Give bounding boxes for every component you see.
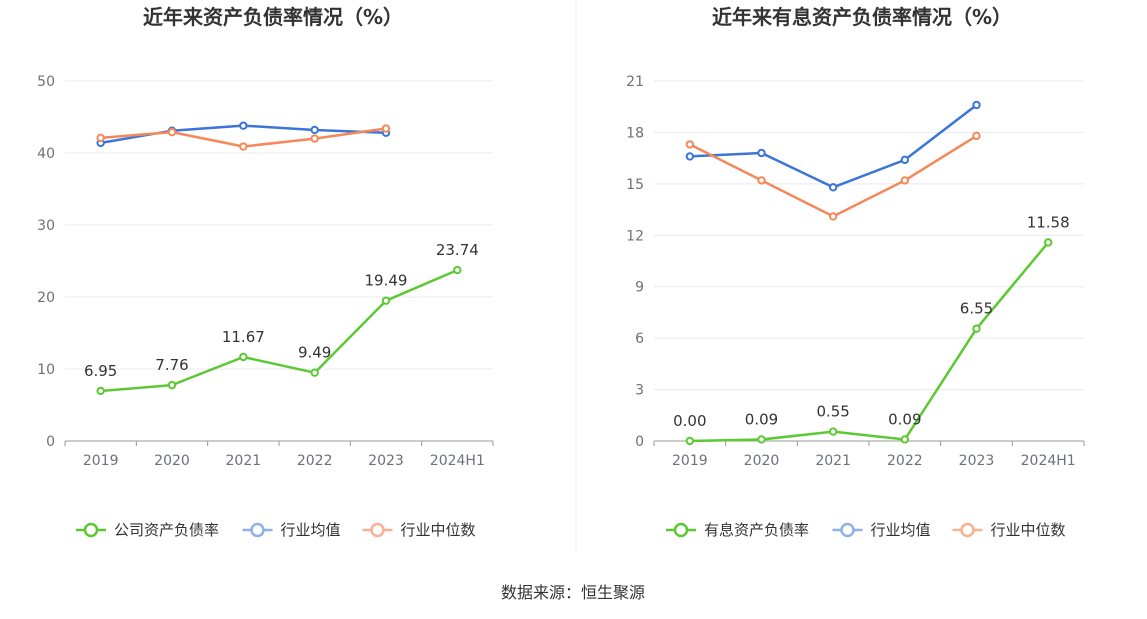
x-tick-label: 2020 [744,453,780,469]
legend-label: 行业均值 [871,521,931,539]
y-tick-label: 6 [635,331,644,347]
data-point-median [381,124,391,133]
y-tick-label: 0 [46,434,55,450]
data-point-avg [239,121,248,130]
x-tick-label: 2024H1 [1021,453,1076,469]
chart-debt-ratio: 近年来资产负债率情况（%） 0 10 20 30 40 50 2019 2020 2021 2022… [37,5,494,539]
y-tick-label: 10 [37,362,55,378]
x-tick-label: 2024H1 [430,453,485,469]
x-tick-label: 2021 [226,453,262,469]
y-tick-label: 50 [37,74,55,90]
data-point-avg [972,100,981,110]
legend-item-company: 公司资产负债率 [76,521,219,539]
data-point-company [1043,238,1053,247]
data-source-caption: 数据来源：恒生聚源 [501,583,645,602]
series-line-avg [689,104,978,189]
data-point-company [381,296,391,305]
data-point-company [453,265,462,275]
data-point-median [828,212,838,221]
legend-item-avg: 行业均值 [832,521,931,539]
data-label: 19.49 [365,272,408,290]
legend-label: 行业均值 [281,521,341,539]
y-tick-label: 9 [635,280,644,296]
data-point-median [310,134,319,143]
x-tick-label: 2023 [368,453,404,469]
x-tick-label: 2023 [959,453,995,469]
data-label: 23.74 [436,241,479,259]
legend-marker [370,522,385,538]
legend-marker [83,522,99,538]
data-point-company [167,380,177,390]
x-tick-label: 2020 [154,453,190,469]
series-line-company [689,241,1050,443]
legend-marker [960,522,975,538]
legend-label: 有息资产负债率 [704,521,809,539]
data-label: 0.55 [816,403,849,421]
legend-item-company: 有息资产负债率 [666,521,809,539]
data-point-median [167,127,177,137]
y-tick-label: 40 [37,146,55,162]
data-point-median [900,176,910,185]
y-tick-label: 30 [37,218,55,234]
data-label: 7.76 [155,356,188,374]
legend-item-median: 行业中位数 [952,521,1066,539]
data-label: 11.67 [222,328,265,346]
data-point-median [96,133,105,143]
y-tick-label: 18 [626,125,644,141]
data-point-avg [828,183,838,192]
data-point-avg [900,155,910,165]
data-label: 6.55 [960,300,993,318]
x-tick-label: 2022 [297,453,333,469]
data-point-company [685,436,695,446]
y-tick-label: 0 [635,434,644,450]
data-point-company [239,352,248,362]
data-point-median [239,142,248,151]
y-tick-label: 21 [626,74,644,90]
legend-label: 行业中位数 [991,521,1066,539]
chart-title: 近年来资产负债率情况（%） [143,5,403,29]
legend-marker [840,522,855,538]
legend-marker [673,522,689,538]
data-point-avg [685,152,695,161]
legend-item-avg: 行业均值 [242,521,341,539]
data-point-company [972,324,981,333]
data-point-company [757,435,766,444]
legend-label: 行业中位数 [401,521,476,539]
data-label: 11.58 [1027,213,1070,231]
legend-item-median: 行业中位数 [362,521,476,539]
data-label: 6.95 [84,362,117,380]
y-tick-label: 3 [635,383,644,399]
data-point-avg [310,125,319,135]
chart-interest-debt-ratio: 近年来有息资产负债率情况（%） 0 3 6 9 12 15 18 21 2019 2020 2021 2… [626,5,1085,539]
data-point-median [972,131,981,141]
chart-title: 近年来有息资产负债率情况（%） [712,5,1012,29]
series-line-company [100,268,458,393]
data-point-company [310,368,319,377]
data-point-median [685,140,695,149]
data-point-avg [757,148,766,158]
y-tick-label: 12 [626,228,644,244]
data-label: 9.49 [298,344,331,362]
y-tick-label: 20 [37,290,55,306]
data-label: 0.09 [745,410,778,428]
data-point-company [900,435,910,444]
data-point-company [96,386,105,396]
x-tick-label: 2021 [815,453,851,469]
x-tick-label: 2019 [83,453,119,469]
x-tick-label: 2022 [887,453,923,469]
series-line-median [689,134,978,218]
x-tick-label: 2019 [672,453,708,469]
legend-marker [250,522,265,538]
data-point-median [757,176,766,185]
data-label: 0.00 [673,412,706,430]
data-point-company [828,427,838,436]
legend-label: 公司资产负债率 [114,521,219,539]
y-tick-label: 15 [626,177,644,193]
data-label: 0.09 [888,410,921,428]
